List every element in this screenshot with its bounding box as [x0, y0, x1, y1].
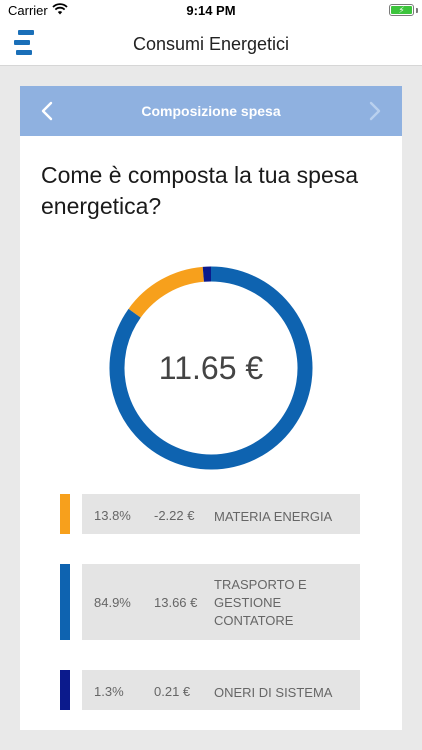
next-button[interactable] [362, 99, 386, 123]
chevron-left-icon [41, 101, 53, 121]
donut-slice [109, 266, 313, 470]
legend-label: ONERI DI SISTEMA [214, 685, 333, 700]
legend-label: MATERIA ENERGIA [214, 509, 333, 524]
battery-tip [416, 8, 418, 13]
donut-chart [109, 266, 313, 470]
app-logo-menu-icon[interactable] [14, 30, 34, 56]
legend-label: TRASPORTO E GESTIONE CONTATORE [214, 577, 307, 628]
page-title: Consumi Energetici [132, 34, 290, 54]
legend-amount: 0.21 € [154, 684, 191, 699]
carrier-label: Carrier [8, 3, 48, 18]
card-header-title: Composizione spesa [141, 103, 281, 119]
wifi-icon [52, 3, 68, 15]
prev-button[interactable] [36, 99, 60, 123]
legend-amount: -2.22 € [154, 508, 195, 523]
legend-percent: 84.9% [94, 595, 131, 610]
status-time: 9:14 PM [186, 3, 236, 18]
status-bar: Carrier 9:14 PM ⚡ [0, 0, 422, 22]
legend-percent: 1.3% [94, 684, 124, 699]
question-heading: Come è composta la tua spesa energetica? [41, 162, 359, 219]
legend-swatch [60, 670, 70, 710]
legend-box: 84.9% 13.66 € TRASPORTO E GESTIONE CONTA… [82, 564, 360, 640]
legend-percent: 13.8% [94, 508, 131, 523]
donut-slice [128, 266, 205, 318]
legend-box: 13.8% -2.22 € MATERIA ENERGIA [82, 494, 360, 534]
card-header: Composizione spesa [20, 86, 402, 136]
legend-amount: 13.66 € [154, 595, 198, 610]
chevron-right-icon [369, 101, 381, 121]
nav-bar: Consumi Energetici [0, 22, 422, 66]
total-amount: 11.65 € [158, 350, 264, 386]
legend-swatch [60, 494, 70, 534]
legend-box: 1.3% 0.21 € ONERI DI SISTEMA [82, 670, 360, 710]
legend-swatch [60, 564, 70, 640]
battery-charging-icon: ⚡ [389, 4, 414, 16]
composition-card: Composizione spesa Come è composta la tu… [20, 86, 402, 730]
